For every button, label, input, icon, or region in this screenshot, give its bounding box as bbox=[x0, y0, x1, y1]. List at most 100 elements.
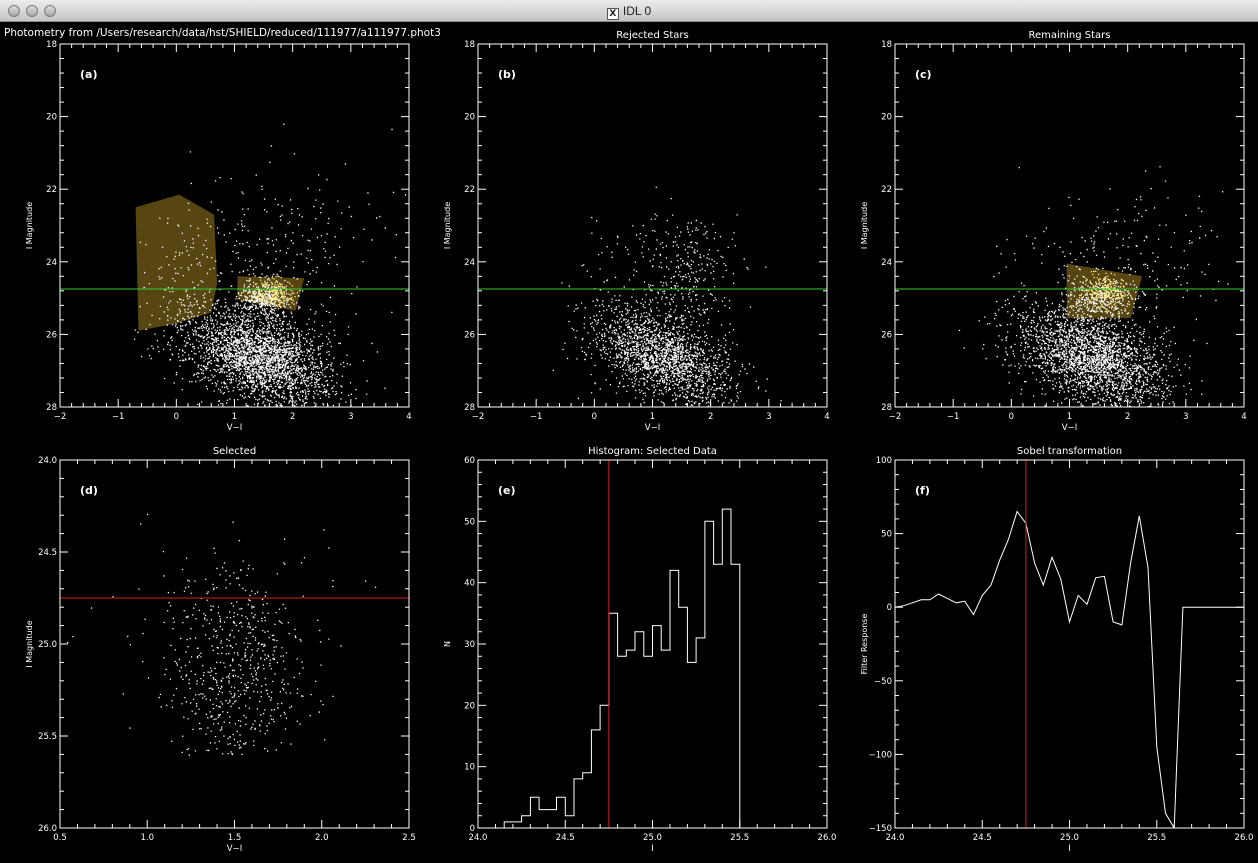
y-tick-label: 24.5 bbox=[38, 548, 57, 558]
plot-area bbox=[503, 460, 758, 828]
panel-letter: (b) bbox=[498, 68, 516, 81]
x-tick-label: 1 bbox=[1067, 412, 1072, 422]
y-tick-label: 24.0 bbox=[38, 456, 57, 466]
panel-title: Rejected Stars bbox=[616, 30, 688, 41]
y-tick-label: 10 bbox=[464, 763, 475, 773]
zoom-button[interactable] bbox=[44, 5, 56, 17]
x-tick-label: 1 bbox=[232, 412, 237, 422]
y-tick-label: 22 bbox=[881, 185, 892, 195]
panel-title: Remaining Stars bbox=[1029, 30, 1111, 41]
x11-icon: X bbox=[606, 8, 619, 20]
data-points bbox=[67, 521, 334, 756]
y-tick-label: 26 bbox=[881, 330, 892, 340]
y-tick-label: 26 bbox=[46, 330, 57, 340]
panel-letter: (f) bbox=[915, 484, 930, 497]
plot-area bbox=[895, 166, 1244, 407]
y-tick-label: 22 bbox=[464, 185, 475, 195]
x-tick-label: 25.0 bbox=[643, 833, 662, 843]
plot-area bbox=[478, 186, 827, 407]
plot-area bbox=[60, 513, 409, 756]
panel-c bbox=[894, 43, 1245, 408]
highlighted-points bbox=[1079, 270, 1130, 312]
x-tick-label: 4 bbox=[406, 412, 411, 422]
y-tick-label: −50 bbox=[874, 677, 892, 687]
panel-letter: (a) bbox=[80, 68, 97, 81]
x-tick-label: −2 bbox=[472, 412, 485, 422]
x-tick-label: 2.0 bbox=[315, 833, 329, 843]
axes-frame bbox=[477, 43, 828, 408]
y-tick-label: 28 bbox=[464, 403, 475, 413]
panel-e bbox=[477, 459, 828, 829]
close-button[interactable] bbox=[8, 5, 20, 17]
y-tick-label: 50 bbox=[464, 517, 475, 527]
x-axis-label: V−I bbox=[645, 423, 660, 433]
x-tick-label: 3 bbox=[1183, 412, 1188, 422]
window-title-text: IDL 0 bbox=[622, 4, 652, 18]
y-tick-label: −150 bbox=[869, 824, 892, 834]
x-tick-label: 3 bbox=[348, 412, 353, 422]
x-tick-label: −1 bbox=[530, 412, 543, 422]
x-axis-label: I bbox=[651, 844, 654, 854]
panel-a bbox=[59, 43, 410, 408]
x-axis-label: I bbox=[1068, 844, 1071, 854]
x-tick-label: 1.5 bbox=[228, 833, 242, 843]
x-tick-label: 24.5 bbox=[973, 833, 992, 843]
x-tick-label: −1 bbox=[947, 412, 960, 422]
x-tick-label: 4 bbox=[1241, 412, 1246, 422]
x-tick-label: 4 bbox=[824, 412, 829, 422]
minimize-button[interactable] bbox=[26, 5, 38, 17]
panel-letter: (c) bbox=[915, 68, 932, 81]
figure: Photometry from /Users/research/data/hst… bbox=[4, 27, 1254, 854]
y-tick-label: 25.5 bbox=[38, 732, 57, 742]
filter-response-line bbox=[895, 510, 1244, 828]
x-axis-label: V−I bbox=[1062, 423, 1077, 433]
panel-letter: (d) bbox=[80, 484, 98, 497]
y-axis-label: N bbox=[443, 641, 452, 647]
y-axis-label: I Magnitude bbox=[25, 202, 34, 249]
axes-frame bbox=[894, 459, 1245, 829]
plot-area bbox=[895, 460, 1244, 828]
y-tick-label: 18 bbox=[46, 40, 57, 50]
y-tick-label: 20 bbox=[881, 113, 892, 123]
y-axis-label: I Magnitude bbox=[25, 620, 34, 667]
data-points bbox=[552, 216, 694, 404]
x-tick-label: 25.0 bbox=[1060, 833, 1079, 843]
y-axis-label: I Magnitude bbox=[443, 202, 452, 249]
window-title: X IDL 0 bbox=[0, 0, 1258, 22]
x-tick-label: 3 bbox=[766, 412, 771, 422]
x-tick-label: 25.5 bbox=[730, 833, 749, 843]
x-tick-label: 26.0 bbox=[818, 833, 837, 843]
x-tick-label: 2 bbox=[708, 412, 713, 422]
histogram-line bbox=[503, 508, 758, 828]
y-tick-label: 40 bbox=[464, 579, 475, 589]
data-points bbox=[234, 275, 301, 319]
y-tick-label: −100 bbox=[869, 750, 892, 760]
axes-frame bbox=[59, 43, 410, 408]
y-tick-label: 50 bbox=[881, 530, 892, 540]
highlighted-points bbox=[245, 273, 300, 317]
selection-region bbox=[1066, 263, 1143, 319]
data-points bbox=[134, 267, 386, 407]
y-axis-label: Filter Response bbox=[860, 614, 869, 675]
y-tick-label: 100 bbox=[876, 456, 892, 466]
x-tick-label: 0 bbox=[592, 412, 597, 422]
x-tick-label: 24.0 bbox=[886, 833, 905, 843]
y-tick-label: 22 bbox=[46, 185, 57, 195]
x-tick-label: 2.5 bbox=[402, 833, 416, 843]
x-tick-label: 24.5 bbox=[556, 833, 575, 843]
panel-f bbox=[894, 459, 1245, 829]
data-points bbox=[982, 243, 1208, 407]
y-tick-label: 28 bbox=[881, 403, 892, 413]
plot-canvas: Photometry from /Users/research/data/hst… bbox=[0, 22, 1258, 863]
y-tick-label: 25.0 bbox=[38, 640, 57, 650]
x-tick-label: 26.0 bbox=[1235, 833, 1254, 843]
panel-letter: (e) bbox=[498, 484, 516, 497]
y-tick-label: 20 bbox=[464, 113, 475, 123]
window-titlebar[interactable]: X IDL 0 bbox=[0, 0, 1258, 22]
x-axis-label: V−I bbox=[227, 423, 242, 433]
y-tick-label: 20 bbox=[464, 701, 475, 711]
x-axis-label: V−I bbox=[227, 844, 242, 854]
panel-title: Selected bbox=[213, 446, 256, 457]
x-tick-label: −2 bbox=[54, 412, 67, 422]
data-points bbox=[72, 513, 377, 741]
